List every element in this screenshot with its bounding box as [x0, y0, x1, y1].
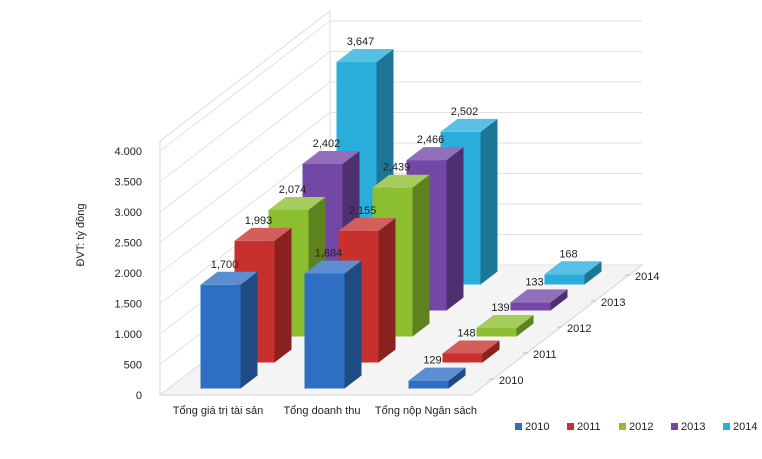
gridline: [159, 51, 642, 182]
y-tick-label: 0: [136, 390, 142, 402]
data-label: 1,993: [245, 215, 273, 227]
legend-label: 2012: [629, 421, 653, 433]
y-tick-label: 1.000: [114, 329, 142, 341]
data-label: 129: [423, 355, 441, 367]
depth-label: 2014: [635, 271, 659, 283]
y-axis: 0 500 1.000 1.500 2.000 2.500 3.000 3.500 4.000: [114, 146, 142, 402]
bar: [510, 289, 568, 311]
bar-front: [200, 284, 241, 389]
gridline: [159, 81, 642, 213]
bar-top: [406, 147, 464, 161]
bar-top: [304, 260, 362, 274]
bar-side: [482, 340, 500, 363]
data-label: 2,502: [451, 106, 479, 118]
bar-top: [440, 118, 498, 132]
bar: [304, 260, 362, 389]
data-label: 2,466: [417, 134, 445, 146]
bar-front: [304, 273, 345, 389]
bar: [200, 271, 258, 389]
depth-label: 2013: [601, 297, 625, 309]
category-label: Tổng doanh thu: [283, 405, 360, 417]
bar-side: [412, 174, 430, 337]
bar-front: [544, 274, 585, 285]
depth-label: 2010: [499, 375, 523, 387]
data-label: 168: [559, 248, 577, 260]
bar-top: [476, 315, 534, 328]
data-label: 139: [491, 302, 509, 314]
data-labels: 3,647 2,502 168 2,402 2,466 133 2,074 2,439 139 1…: [211, 36, 578, 367]
legend-swatch: [515, 423, 522, 430]
y-tick-label: 3.500: [114, 177, 142, 189]
category-label: Tổng nộp Ngân sách: [375, 405, 477, 417]
bar-top: [302, 151, 360, 164]
bar-front: [408, 380, 449, 389]
bar-side: [344, 260, 362, 389]
bars: [200, 49, 602, 389]
depth-label: 2011: [533, 349, 557, 361]
bar-side: [550, 289, 568, 311]
y-axis-title: ĐVT: tỷ đồng: [75, 204, 87, 267]
depth-axis: 2010 2011 2012 2013 2014: [489, 271, 659, 387]
bar-top: [442, 340, 500, 354]
legend-label: 2011: [577, 421, 601, 433]
bar-top: [544, 261, 602, 275]
legend-swatch: [619, 423, 626, 430]
legend-swatch: [723, 423, 730, 430]
legend-swatch: [567, 423, 574, 430]
bar: [476, 315, 534, 337]
bar-top: [510, 289, 568, 303]
bar-front: [510, 302, 551, 311]
bar-side: [448, 367, 466, 389]
data-label: 1,884: [315, 248, 343, 260]
y-tick-label: 1.500: [114, 299, 142, 311]
bar: [544, 261, 602, 285]
bar-side: [480, 118, 498, 285]
legend-label: 2010: [525, 421, 549, 433]
data-label: 3,647: [347, 36, 375, 48]
y-tick-label: 2.500: [114, 238, 142, 250]
legend-label: 2013: [681, 421, 705, 433]
bar-top: [268, 197, 326, 210]
legend-label: 2014: [733, 421, 757, 433]
bar: [442, 340, 500, 363]
bar-top: [200, 271, 258, 285]
data-label: 148: [457, 327, 475, 339]
bar-top: [336, 49, 394, 62]
y-tick-label: 4.000: [114, 146, 142, 158]
depth-label: 2012: [567, 323, 591, 335]
bar-top: [372, 174, 430, 188]
bar-side: [240, 271, 258, 389]
data-label: 2,439: [383, 162, 411, 174]
data-label: 2,402: [313, 138, 341, 150]
gridline: [159, 20, 642, 152]
bar-side: [378, 218, 396, 363]
bar-side: [584, 261, 602, 285]
bar-top: [408, 367, 466, 381]
gridline: [159, 112, 642, 243]
bar-front: [476, 328, 517, 337]
x-axis: Tổng giá trị tài sản Tổng doanh thu Tổng n…: [173, 405, 477, 417]
legend-swatch: [671, 423, 678, 430]
data-label: 2,155: [349, 205, 377, 217]
y-tick-label: 2.000: [114, 268, 142, 280]
bar: [408, 367, 466, 389]
data-label: 1,700: [211, 259, 239, 271]
bar-side: [274, 227, 292, 363]
category-label: Tổng giá trị tài sản: [173, 405, 264, 417]
data-label: 133: [525, 276, 543, 288]
y-tick-label: 3.000: [114, 207, 142, 219]
bar-top: [338, 218, 396, 231]
y-tick-label: 500: [124, 360, 142, 372]
bar-front: [442, 353, 483, 363]
data-label: 2,074: [279, 184, 307, 196]
bar-side: [516, 315, 534, 337]
legend: 2010 2011 2012 2013 2014: [515, 421, 757, 433]
gridline: [159, 142, 642, 274]
bar-side: [446, 147, 464, 311]
bar-top: [234, 227, 292, 241]
